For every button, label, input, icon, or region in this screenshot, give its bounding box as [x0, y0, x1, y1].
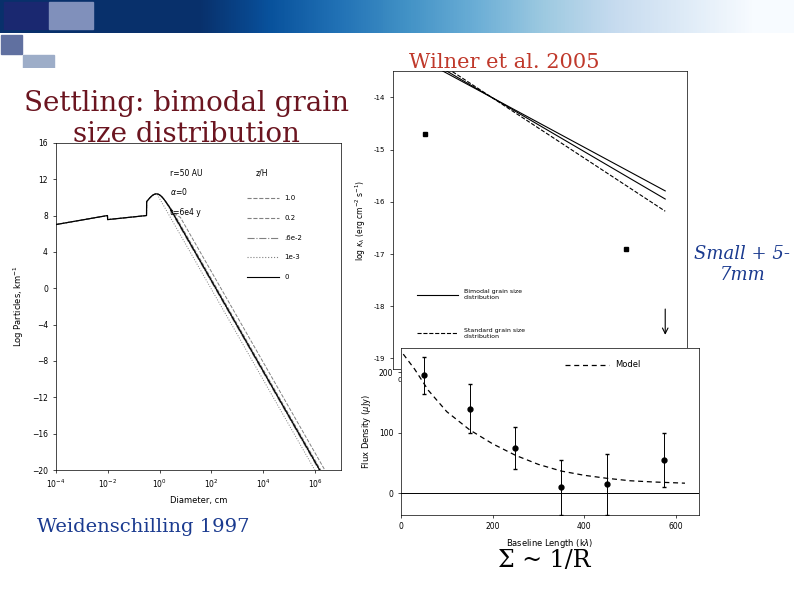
Text: Weidenschilling 1997: Weidenschilling 1997 — [37, 518, 249, 536]
Text: t=6e4 y: t=6e4 y — [170, 208, 201, 217]
Text: 0.2: 0.2 — [284, 215, 295, 221]
X-axis label: $\lambda$($\mu$m): $\lambda$($\mu$m) — [526, 388, 553, 401]
Text: Settling: bimodal grain
size distribution: Settling: bimodal grain size distributio… — [24, 90, 349, 148]
Text: z/H: z/H — [256, 168, 268, 177]
X-axis label: Baseline Length (k$\lambda$): Baseline Length (k$\lambda$) — [506, 537, 594, 550]
Bar — [23, 55, 54, 68]
Text: Bimodal grain size
distribution: Bimodal grain size distribution — [464, 289, 522, 300]
Text: Small + 5-
7mm: Small + 5- 7mm — [695, 245, 790, 284]
Y-axis label: Log Particles, km$^{-1}$: Log Particles, km$^{-1}$ — [12, 265, 26, 347]
Bar — [1, 35, 22, 54]
Text: r=50 AU: r=50 AU — [170, 168, 202, 177]
Text: .6e-2: .6e-2 — [284, 234, 303, 241]
Text: Σ ~ 1/R: Σ ~ 1/R — [498, 549, 590, 572]
Y-axis label: Flux Density ($\mu$Jy): Flux Density ($\mu$Jy) — [360, 394, 373, 469]
Text: 1e-3: 1e-3 — [284, 254, 300, 261]
Text: Standard grain size
distribution: Standard grain size distribution — [464, 328, 525, 339]
Text: 1.0: 1.0 — [284, 195, 295, 202]
Bar — [4, 2, 48, 29]
X-axis label: Diameter, cm: Diameter, cm — [170, 496, 227, 505]
Text: 0: 0 — [284, 274, 289, 280]
Text: Model: Model — [615, 360, 641, 369]
Text: Wilner et al. 2005: Wilner et al. 2005 — [409, 53, 599, 72]
Y-axis label: log $\kappa_\lambda$ (erg cm$^{-2}$ s$^{-1}$): log $\kappa_\lambda$ (erg cm$^{-2}$ s$^{… — [354, 180, 368, 261]
Text: $\alpha$=0: $\alpha$=0 — [170, 186, 187, 197]
Bar — [49, 2, 93, 29]
